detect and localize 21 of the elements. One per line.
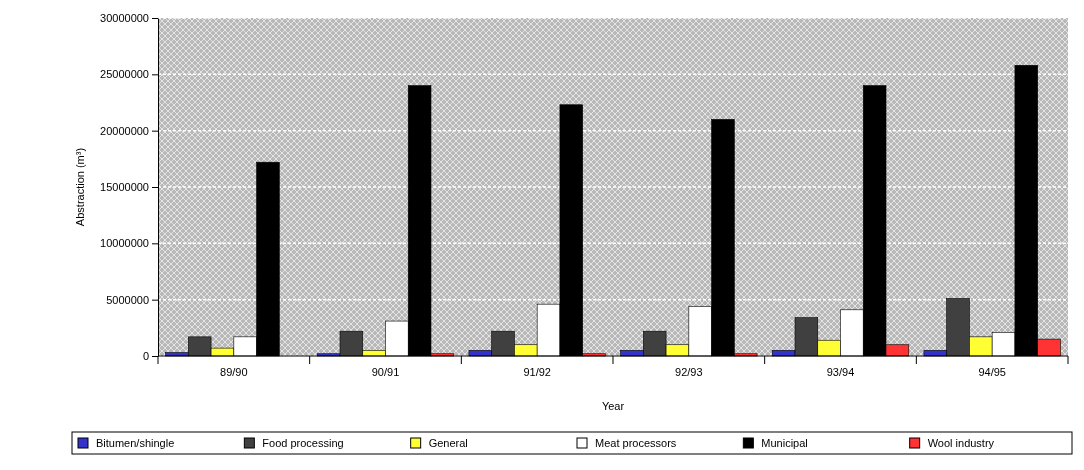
x-tick-label: 91/92 [523,365,551,378]
legend-label: Meat processors [595,437,677,449]
y-tick-label: 10000000 [100,237,149,250]
legend-label: Bitumen/shingle [96,437,175,449]
legend-label: General [428,437,468,449]
legend-label: Food processing [262,437,344,449]
y-tick-label: 15000000 [100,181,149,194]
x-axis-title: Year [601,400,625,412]
x-tick-label: 89/90 [220,365,248,378]
x-tick-label: 94/95 [978,365,1006,378]
y-tick-label: 5000000 [106,293,149,306]
y-tick-label: 25000000 [100,68,149,81]
x-tick-label: 90/91 [371,365,400,378]
y-axis-title: Abstraction (m³) [74,147,86,227]
legend-label: Wool industry [927,437,995,449]
x-tick-label: 92/93 [675,365,703,378]
y-tick-label: 0 [142,350,149,363]
x-tick-label: 93/94 [826,365,855,378]
y-tick-label: 20000000 [100,124,149,137]
legend-label: Municipal [761,437,808,449]
y-tick-label: 30000000 [100,12,149,25]
